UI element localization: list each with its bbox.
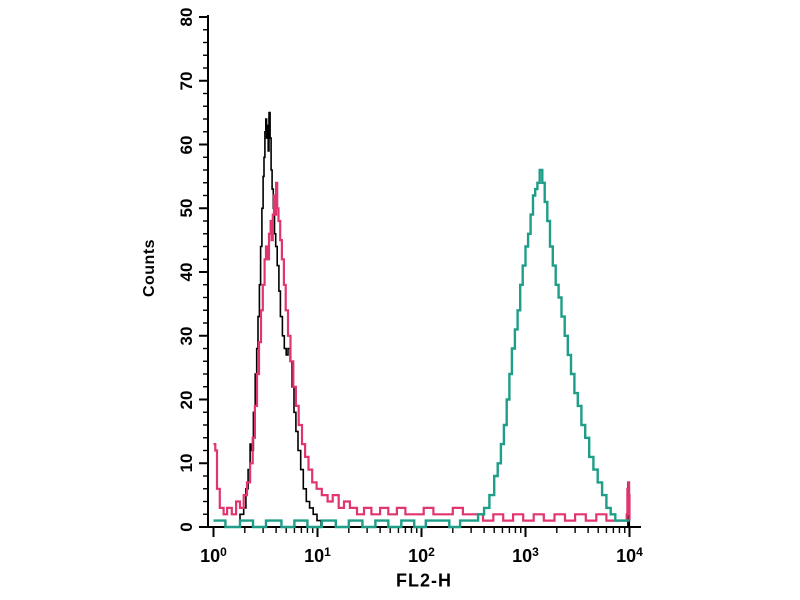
series-magenta-trace (213, 181, 631, 522)
x-tick-exponent: 3 (532, 545, 539, 559)
y-tick-label-80: 80 (177, 7, 196, 27)
x-tick-label-10e1: 101 (304, 545, 331, 566)
x-tick-label-anchor: 101 (304, 545, 345, 578)
x-tick-exponent: 2 (428, 545, 435, 559)
y-tick-label-anchor: 80 (177, 8, 206, 37)
y-tick-label-anchor: 60 (177, 135, 206, 165)
y-tick-label-40: 40 (177, 262, 196, 282)
y-tick-label-anchor: 20 (177, 390, 206, 420)
x-tick-label-anchor: 103 (512, 545, 553, 578)
x-axis-title-anchor: FL2-H (396, 571, 480, 600)
y-tick-label-20: 20 (177, 390, 196, 409)
y-tick-label-60: 60 (177, 135, 196, 154)
y-tick-label-50: 50 (177, 198, 196, 218)
x-tick-label-10e4: 104 (616, 545, 643, 566)
x-tick-label-10e3: 103 (512, 545, 539, 566)
y-tick-label-anchor: 10 (177, 454, 206, 483)
x-tick-label-anchor: 102 (408, 545, 449, 578)
y-tick-label-anchor: 30 (177, 326, 206, 356)
y-tick-label-anchor: 40 (177, 263, 206, 292)
series-black-trace (213, 111, 631, 528)
x-axis-title: FL2-H (396, 570, 452, 591)
series-teal-trace (213, 168, 630, 529)
x-tick-label-10e2: 102 (408, 545, 435, 566)
x-tick-label-anchor: 104 (616, 545, 657, 578)
y-tick-label-30: 30 (177, 326, 196, 346)
y-tick-label-anchor: 50 (177, 199, 206, 228)
y-tick-label-anchor: 70 (177, 71, 206, 101)
y-tick-label-10: 10 (177, 453, 196, 473)
x-tick-exponent: 4 (636, 545, 643, 559)
x-tick-exponent: 1 (324, 545, 331, 559)
y-axis-title: Counts (141, 238, 158, 298)
y-tick-label-0: 0 (177, 522, 196, 532)
y-tick-label-anchor: 0 (177, 522, 196, 547)
y-tick-label-70: 70 (177, 71, 196, 91)
x-tick-label-anchor: 100 (200, 545, 241, 578)
x-tick-exponent: 0 (220, 545, 227, 559)
x-tick-label-10e0: 100 (200, 545, 227, 566)
